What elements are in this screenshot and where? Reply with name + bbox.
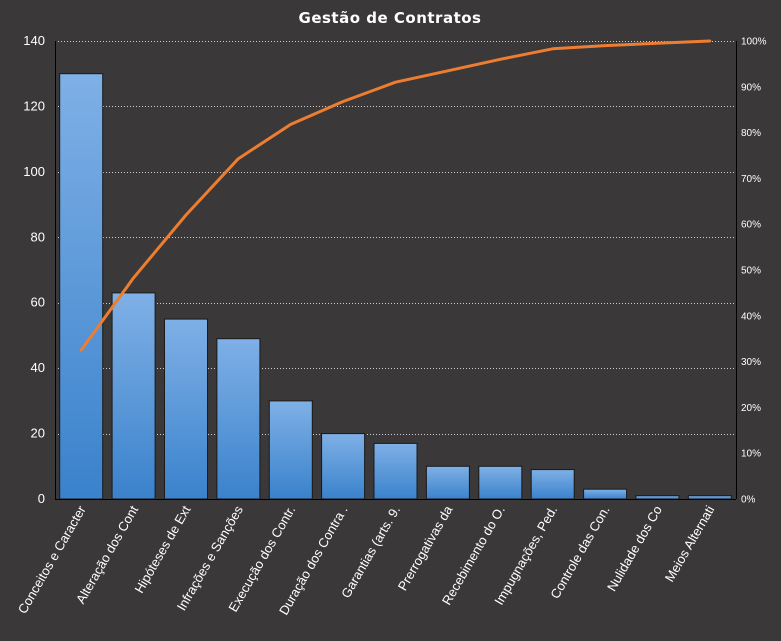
y2-tick-label: 30% <box>741 357 761 368</box>
x-tick-label: Hipóteses de Ext <box>131 503 193 596</box>
y-tick-label: 140 <box>23 33 45 48</box>
y2-tick-label: 60% <box>741 220 761 231</box>
right-y-axis: 0% 10% 20% 30% 40% 50% 60% 70% 80% 90% 100% <box>736 37 767 506</box>
bar <box>478 465 523 500</box>
bar <box>111 292 156 500</box>
y-tick-label: 80 <box>31 229 45 244</box>
y-tick-label: 20 <box>31 426 45 441</box>
bar <box>635 495 680 500</box>
bar <box>530 469 575 500</box>
y-tick-label: 40 <box>31 360 45 375</box>
y2-tick-label: 0% <box>741 495 756 506</box>
bar <box>268 400 313 500</box>
chart-title: Gestão de Contratos <box>299 9 482 27</box>
bar <box>59 73 104 500</box>
y2-tick-label: 20% <box>741 403 761 414</box>
cumulative-line-series <box>79 39 712 352</box>
cumulative-line <box>79 39 712 352</box>
y2-tick-label: 50% <box>741 266 761 277</box>
left-y-axis: 0 20 40 60 80 100 120 140 <box>23 33 56 506</box>
bar <box>373 442 418 500</box>
bar-series <box>59 73 732 500</box>
y-tick-label: 60 <box>31 295 45 310</box>
gridlines <box>55 41 736 435</box>
y-tick-label: 120 <box>23 98 45 113</box>
y2-tick-label: 40% <box>741 311 761 322</box>
x-tick-label: Nulidade dos Co <box>604 503 665 594</box>
bar <box>425 465 470 500</box>
bar <box>164 318 208 500</box>
bar <box>216 338 261 500</box>
bar <box>321 433 366 500</box>
x-tick-label: Meios Alternati <box>662 503 718 584</box>
y2-tick-label: 100% <box>741 37 767 48</box>
bar <box>687 495 732 500</box>
y2-tick-label: 70% <box>741 174 761 185</box>
y-tick-label: 0 <box>38 491 45 506</box>
y2-tick-label: 90% <box>741 82 761 93</box>
x-tick-label: Garantias (arts. 9. <box>338 503 403 601</box>
y-tick-label: 100 <box>23 164 45 179</box>
y2-tick-label: 80% <box>741 128 761 139</box>
x-tick-label: Prerrogativas da <box>395 502 456 593</box>
bar <box>583 488 628 500</box>
y2-tick-label: 10% <box>741 449 761 460</box>
